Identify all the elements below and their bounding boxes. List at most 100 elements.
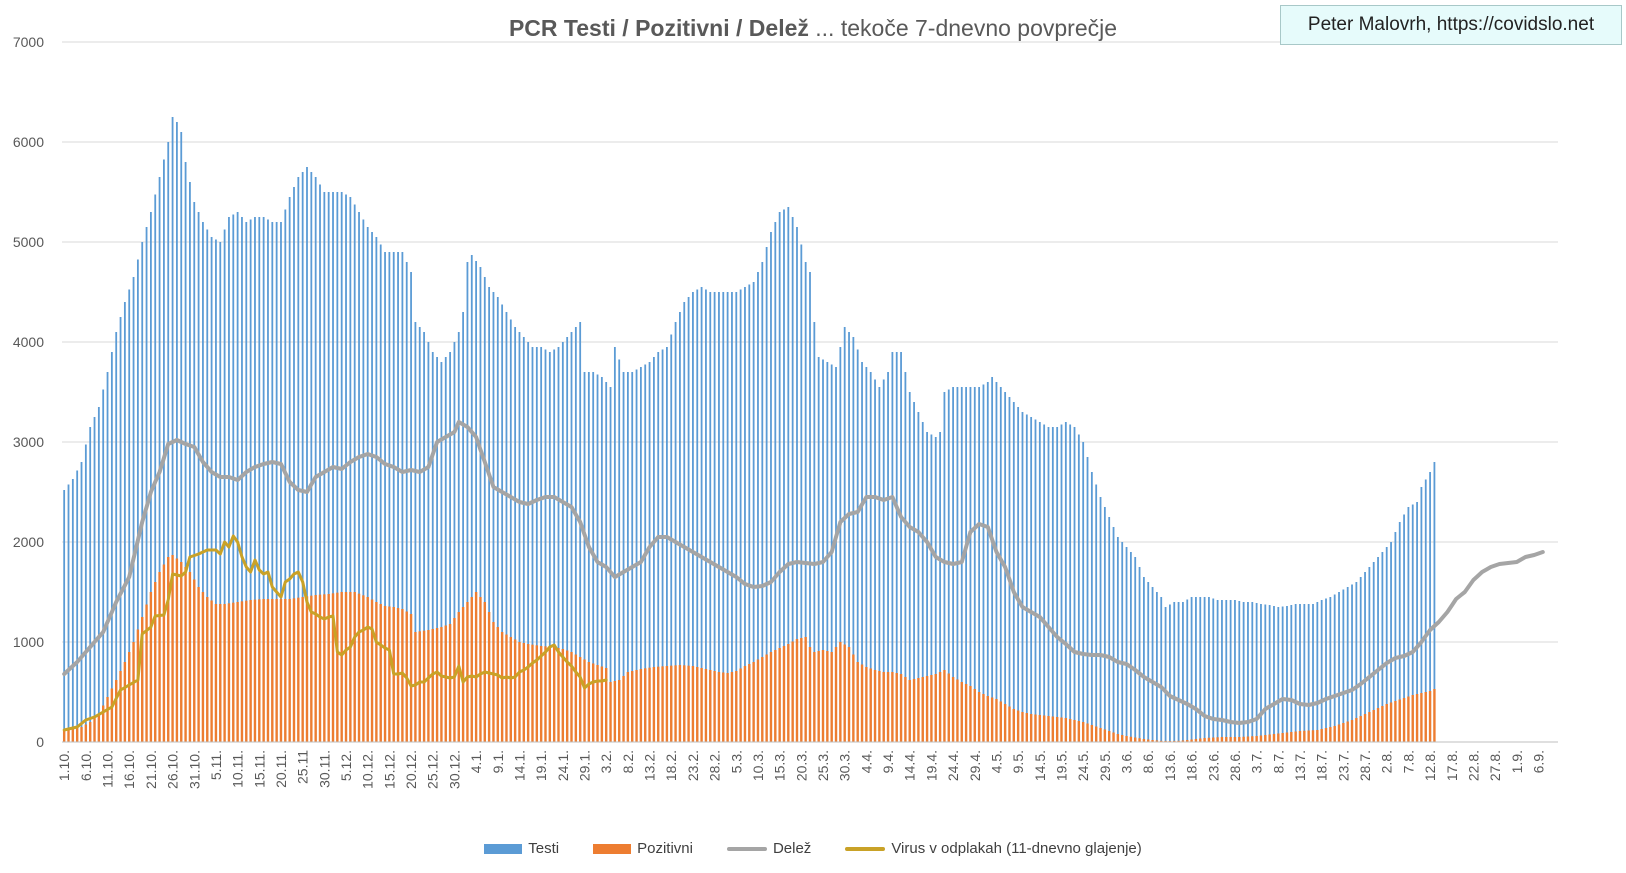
- bar-pozitivni: [240, 601, 244, 742]
- bar-testi: [509, 319, 512, 742]
- bar-testi: [362, 219, 365, 742]
- x-tick-label: 26.10.: [165, 750, 181, 789]
- x-tick-label: 13.7.: [1292, 750, 1308, 781]
- bar-testi: [470, 255, 473, 742]
- bar-testi: [1416, 502, 1418, 742]
- bar-testi: [527, 342, 530, 742]
- bar-testi: [479, 267, 482, 742]
- bar-pozitivni: [1333, 726, 1336, 742]
- x-tick-label: 1.9.: [1509, 750, 1525, 773]
- bar-pozitivni: [1207, 737, 1211, 742]
- bar-pozitivni: [500, 632, 504, 742]
- bar-pozitivni: [1155, 740, 1159, 742]
- x-tick-label: 14.1.: [512, 750, 528, 781]
- bar-pozitivni: [917, 678, 920, 742]
- bar-testi: [1234, 600, 1236, 742]
- bar-testi: [969, 387, 972, 742]
- bar-testi: [947, 389, 950, 742]
- bar-pozitivni: [1225, 737, 1228, 742]
- bar-pozitivni: [1086, 723, 1089, 742]
- bar-pozitivni: [1121, 735, 1124, 742]
- bar-pozitivni: [1142, 739, 1146, 742]
- bar-testi: [991, 377, 994, 742]
- bar-pozitivni: [1164, 740, 1167, 742]
- x-tick-label: 4.1.: [468, 750, 484, 773]
- legend-label-pozitivni: Pozitivni: [637, 840, 693, 857]
- bar-testi: [1368, 567, 1371, 742]
- line-delez: [62, 420, 1545, 725]
- bar-pozitivni: [982, 694, 985, 742]
- bar-testi: [1160, 597, 1163, 742]
- bar-pozitivni: [466, 602, 469, 742]
- bar-pozitivni: [1242, 736, 1245, 742]
- x-tick-label: 4.5.: [989, 750, 1005, 773]
- bar-pozitivni: [912, 679, 916, 742]
- bar-pozitivni: [526, 644, 530, 742]
- bar-pozitivni: [1055, 717, 1059, 742]
- bar-testi: [514, 327, 517, 742]
- x-tick-label: 23.7.: [1335, 750, 1351, 781]
- bar-pozitivni: [344, 592, 348, 742]
- bar-testi: [136, 259, 139, 742]
- bar-pozitivni: [132, 642, 135, 742]
- bar-testi: [813, 322, 816, 742]
- bar-testi: [1238, 601, 1241, 742]
- bar-pozitivni: [548, 646, 552, 742]
- bar-pozitivni: [258, 599, 261, 742]
- x-tick-label: 24.5.: [1075, 750, 1091, 781]
- x-tick-label: 3.7.: [1249, 750, 1265, 773]
- bar-pozitivni: [232, 602, 235, 742]
- x-tick-label: 3.2.: [598, 750, 614, 773]
- bar-testi: [921, 422, 924, 742]
- bar-testi: [874, 379, 876, 742]
- bar-pozitivni: [353, 592, 356, 742]
- legend-swatch-virus: [845, 846, 886, 851]
- bar-testi: [1177, 602, 1180, 742]
- bar-pozitivni: [995, 699, 998, 742]
- bar-testi: [865, 367, 868, 742]
- bar-pozitivni: [1125, 736, 1128, 742]
- bar-pozitivni: [1029, 714, 1033, 742]
- bar-testi: [1385, 547, 1388, 742]
- bar-pozitivni: [167, 557, 170, 742]
- bar-pozitivni: [639, 669, 643, 742]
- bar-testi: [84, 444, 87, 742]
- bar-pozitivni: [1016, 710, 1020, 742]
- bar-testi: [306, 167, 308, 742]
- bar-testi: [1229, 600, 1232, 742]
- x-tick-label: 11.10.: [100, 750, 116, 788]
- bar-pozitivni: [175, 558, 179, 742]
- bar-pozitivni: [340, 592, 343, 742]
- bar-testi: [496, 297, 499, 742]
- bar-pozitivni: [1407, 696, 1410, 742]
- bar-testi: [1277, 607, 1280, 742]
- bar-pozitivni: [115, 680, 118, 742]
- bar-pozitivni: [440, 627, 443, 742]
- bar-pozitivni: [544, 646, 547, 742]
- legend-item-delez: Delež: [726, 840, 811, 857]
- bar-testi: [1186, 599, 1189, 742]
- x-tick-label: 7.8.: [1400, 750, 1416, 773]
- bar-testi: [531, 347, 534, 742]
- bar-pozitivni: [1090, 725, 1094, 742]
- bar-testi: [405, 262, 408, 742]
- bar-pozitivni: [1255, 736, 1258, 742]
- x-tick-label: 20.3.: [793, 750, 809, 781]
- x-tick-label: 31.10.: [186, 750, 202, 789]
- bar-pozitivni: [587, 662, 591, 742]
- y-tick-label: 4000: [13, 334, 44, 350]
- bar-testi: [488, 287, 491, 742]
- bar-pozitivni: [1290, 732, 1293, 742]
- bar-testi: [1381, 552, 1384, 742]
- legend-swatch-pozitivni: [593, 843, 632, 854]
- bar-pozitivni: [552, 647, 556, 742]
- bar-testi: [371, 232, 373, 742]
- bar-testi: [943, 392, 946, 742]
- bar-pozitivni: [574, 654, 578, 742]
- bar-testi: [835, 367, 837, 742]
- bar-testi: [1103, 507, 1106, 742]
- bar-testi: [1030, 417, 1033, 742]
- bar-testi: [605, 382, 608, 742]
- bar-testi: [852, 337, 855, 742]
